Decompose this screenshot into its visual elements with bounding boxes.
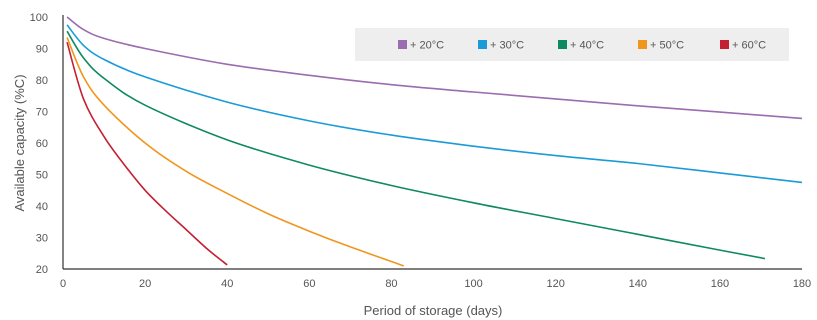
y-tick-label: 60 — [36, 138, 48, 150]
x-tick-label: 40 — [221, 278, 233, 290]
x-tick-label: 160 — [711, 278, 729, 290]
tick-labels: 20 30 40 50 60 70 80 90 100 0 20 40 60 80 100 120 140 160… — [30, 12, 812, 290]
y-tick-label: 30 — [36, 233, 48, 245]
y-tick-label: 90 — [36, 44, 48, 56]
x-tick-label: 80 — [385, 278, 397, 290]
legend-box — [355, 28, 789, 61]
x-tick-label: 60 — [303, 278, 315, 290]
x-tick-label: 0 — [60, 278, 66, 290]
axes — [62, 15, 802, 270]
legend-label: + 30°C — [490, 40, 524, 52]
x-tick-label: 120 — [546, 278, 564, 290]
y-tick-label: 70 — [36, 107, 48, 119]
y-tick-label: 50 — [36, 170, 48, 182]
y-tick-label: 80 — [36, 75, 48, 87]
legend-label: + 50°C — [650, 40, 684, 52]
legend-swatch — [478, 40, 487, 49]
x-axis-title: Period of storage (days) — [364, 303, 503, 318]
series-line-2 — [66, 24, 803, 184]
x-tick-label: 20 — [139, 278, 151, 290]
legend-label: + 60°C — [732, 40, 766, 52]
series-line-1 — [66, 16, 803, 120]
legend: + 20°C + 30°C + 40°C + 50°C + 60°C — [355, 28, 789, 61]
legend-swatch — [638, 40, 647, 49]
x-tick-label: 140 — [629, 278, 647, 290]
y-tick-label: 100 — [30, 12, 48, 24]
legend-label: + 20°C — [410, 40, 444, 52]
series-line-4 — [66, 37, 405, 267]
series-line-5 — [66, 41, 228, 266]
legend-swatch — [720, 40, 729, 49]
series-line-3 — [66, 30, 766, 260]
y-tick-label: 20 — [36, 264, 48, 276]
legend-label: + 40°C — [570, 40, 604, 52]
y-tick-label: 40 — [36, 201, 48, 213]
series-lines — [66, 16, 803, 267]
y-axis-title: Available capacity (%C) — [12, 74, 27, 211]
x-tick-label: 180 — [793, 278, 811, 290]
x-tick-label: 100 — [464, 278, 482, 290]
legend-swatch — [398, 40, 407, 49]
legend-swatch — [558, 40, 567, 49]
